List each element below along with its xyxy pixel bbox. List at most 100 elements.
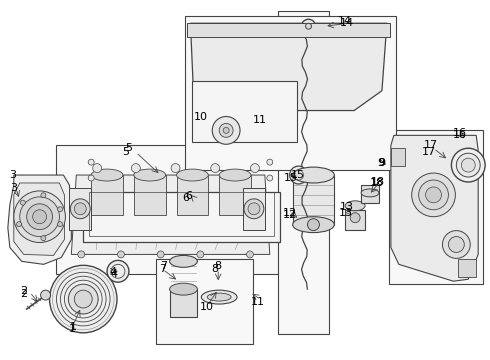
Circle shape [244, 199, 264, 219]
Polygon shape [391, 135, 478, 281]
Text: 7: 7 [159, 264, 166, 274]
Bar [278, 11, 329, 334]
Circle shape [78, 251, 85, 258]
Circle shape [17, 222, 22, 227]
Bar [193, 81, 296, 142]
Circle shape [442, 231, 470, 258]
Ellipse shape [219, 169, 251, 181]
Text: 1: 1 [70, 322, 77, 332]
Text: 4: 4 [109, 267, 117, 277]
Text: 10: 10 [200, 302, 214, 312]
Bar [89, 192, 274, 235]
Ellipse shape [134, 169, 166, 181]
Text: 2: 2 [20, 289, 27, 299]
Ellipse shape [361, 189, 379, 197]
Text: 12: 12 [283, 208, 297, 218]
Circle shape [21, 200, 25, 205]
Ellipse shape [293, 167, 334, 183]
Bar [134, 175, 166, 215]
Bar [389, 130, 483, 284]
Circle shape [171, 164, 180, 172]
Text: 14: 14 [338, 16, 352, 26]
Circle shape [301, 19, 316, 33]
Ellipse shape [170, 255, 197, 267]
Bar [188, 23, 390, 37]
Text: 3: 3 [9, 170, 16, 180]
Text: 3: 3 [10, 183, 17, 193]
Bar [361, 185, 379, 203]
Bar [156, 260, 253, 344]
Text: 5: 5 [122, 147, 129, 157]
Circle shape [223, 127, 229, 133]
Bar [458, 260, 476, 277]
Polygon shape [8, 175, 72, 264]
Circle shape [71, 199, 90, 219]
Text: 12: 12 [283, 210, 297, 220]
Ellipse shape [293, 217, 334, 233]
Ellipse shape [170, 283, 197, 295]
Circle shape [418, 180, 448, 210]
Circle shape [219, 123, 233, 137]
Circle shape [14, 191, 65, 243]
Circle shape [69, 284, 98, 314]
Circle shape [306, 23, 312, 29]
Ellipse shape [201, 290, 237, 304]
Ellipse shape [345, 201, 365, 211]
Text: 10: 10 [194, 112, 207, 122]
Text: 11: 11 [251, 297, 265, 307]
Bar [293, 175, 334, 225]
Polygon shape [72, 175, 270, 255]
Circle shape [451, 148, 485, 182]
Text: 11: 11 [253, 116, 267, 126]
Text: 13: 13 [340, 202, 354, 212]
Text: 17: 17 [423, 140, 438, 150]
Circle shape [290, 166, 308, 184]
Circle shape [197, 251, 204, 258]
Circle shape [308, 219, 319, 231]
Text: 4: 4 [110, 269, 118, 279]
Text: 9: 9 [377, 158, 385, 168]
Circle shape [33, 210, 47, 224]
Bar [91, 175, 123, 215]
Circle shape [131, 164, 140, 172]
Circle shape [267, 159, 273, 165]
Text: 17: 17 [421, 147, 436, 157]
Circle shape [448, 237, 465, 252]
Bar [345, 210, 365, 230]
Text: 16: 16 [453, 130, 467, 140]
Circle shape [58, 222, 63, 227]
Text: 15: 15 [291, 170, 305, 180]
Text: 15: 15 [284, 173, 297, 183]
Text: 18: 18 [371, 177, 385, 187]
Circle shape [93, 164, 101, 172]
Bar [70, 188, 91, 230]
Circle shape [157, 251, 164, 258]
Ellipse shape [207, 293, 231, 301]
Text: 9: 9 [378, 158, 386, 168]
Text: 18: 18 [370, 178, 384, 188]
Text: 16: 16 [453, 129, 467, 138]
Circle shape [248, 203, 260, 215]
Circle shape [350, 213, 360, 223]
Text: 5: 5 [125, 143, 132, 153]
Text: 2: 2 [20, 286, 27, 296]
Circle shape [41, 290, 50, 300]
Circle shape [88, 159, 94, 165]
Circle shape [267, 175, 273, 181]
Circle shape [41, 193, 46, 198]
Text: 6: 6 [185, 191, 192, 201]
Circle shape [20, 197, 59, 237]
Text: 8: 8 [212, 264, 219, 274]
Text: 14: 14 [340, 18, 354, 28]
Text: 7: 7 [160, 261, 167, 271]
Text: 13: 13 [339, 208, 353, 218]
Bar [243, 188, 265, 230]
Bar [56, 145, 280, 274]
Polygon shape [191, 23, 387, 111]
Circle shape [107, 260, 129, 282]
Circle shape [26, 204, 52, 230]
Bar [176, 175, 208, 215]
Circle shape [118, 251, 124, 258]
Bar [170, 289, 197, 317]
Circle shape [211, 164, 220, 172]
